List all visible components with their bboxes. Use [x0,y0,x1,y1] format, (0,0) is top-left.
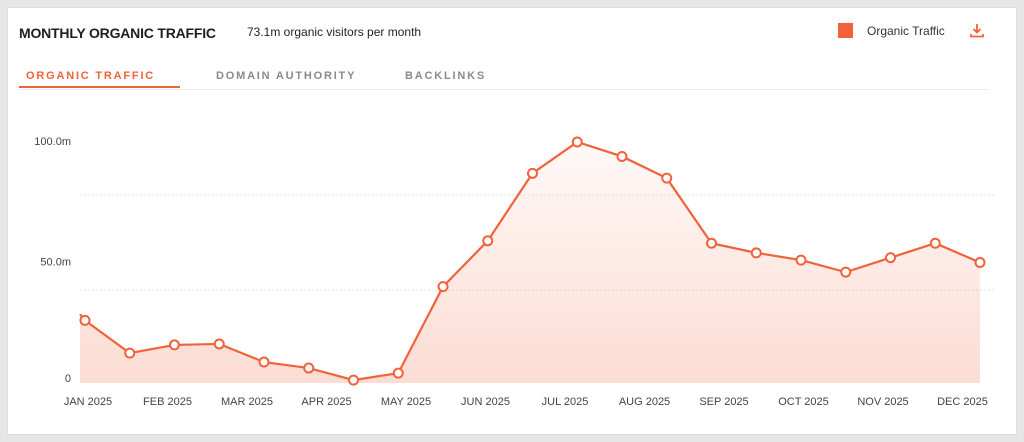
x-tick-label: JUN 2025 [461,396,510,408]
x-tick-label: OCT 2025 [778,396,829,408]
tab-domain-authority[interactable]: DOMAIN AUTHORITY [216,70,357,82]
series-line [79,140,981,382]
tab-backlinks[interactable]: BACKLINKS [405,70,486,82]
data-point[interactable] [303,362,315,374]
y-tick-label: 0 [65,373,71,385]
data-point[interactable] [661,172,673,184]
x-tick-label: FEB 2025 [143,396,192,408]
chart-title: MONTHLY ORGANIC TRAFFIC [19,25,216,41]
data-point[interactable] [929,237,941,249]
data-point[interactable] [616,150,628,162]
data-point[interactable] [571,136,583,148]
series-area [80,142,980,383]
y-tick-label: 100.0m [34,136,71,148]
x-tick-label: MAR 2025 [221,396,273,408]
data-point[interactable] [348,374,359,386]
legend: Organic Traffic [838,23,945,38]
data-point[interactable] [124,347,136,359]
x-tick-label: AUG 2025 [619,396,670,408]
legend-label: Organic Traffic [867,23,945,38]
tab-organic-traffic[interactable]: ORGANIC TRAFFIC [19,70,180,88]
data-point[interactable] [437,281,449,293]
data-point[interactable] [974,257,986,268]
x-tick-label: SEP 2025 [699,396,748,408]
x-tick-label: DEC 2025 [937,396,988,408]
legend-swatch [838,23,853,38]
data-point[interactable] [258,356,270,368]
data-point[interactable] [79,314,91,326]
data-point[interactable] [482,235,494,247]
x-tick-label: NOV 2025 [857,396,908,408]
x-tick-label: JAN 2025 [64,396,112,408]
data-point[interactable] [706,237,717,249]
data-point[interactable] [750,247,762,259]
data-point[interactable] [840,266,852,278]
data-point[interactable] [392,367,404,379]
y-tick-label: 50.0m [40,257,71,269]
x-tick-label: JUL 2025 [542,396,589,408]
tab-bar: ORGANIC TRAFFIC DOMAIN AUTHORITY BACKLIN… [19,70,989,90]
data-point[interactable] [527,167,538,179]
chart-subtitle: 73.1m organic visitors per month [247,25,422,39]
x-tick-label: MAY 2025 [381,396,431,408]
data-point[interactable] [885,252,896,264]
download-icon[interactable] [968,22,986,40]
x-tick-label: APR 2025 [301,396,351,408]
data-point[interactable] [213,338,225,350]
data-point[interactable] [795,254,807,266]
data-point[interactable] [169,339,180,351]
